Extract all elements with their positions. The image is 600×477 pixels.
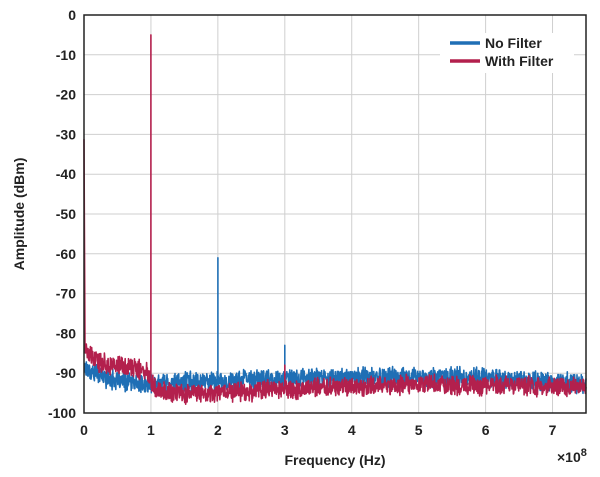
x-tick-label: 4 bbox=[348, 422, 356, 438]
y-tick-label: -50 bbox=[56, 206, 76, 222]
x-tick-label: 6 bbox=[482, 422, 490, 438]
y-tick-label: -90 bbox=[56, 365, 76, 381]
legend: No Filter With Filter bbox=[440, 33, 574, 73]
plot-frame bbox=[83, 14, 587, 414]
x-multiplier: ×108 bbox=[557, 447, 587, 465]
x-tick-label: 7 bbox=[549, 422, 557, 438]
series-with-filter-line bbox=[83, 34, 587, 405]
y-tick-label: 0 bbox=[68, 7, 76, 23]
y-tick-label: -60 bbox=[56, 246, 76, 262]
x-tick-label: 1 bbox=[147, 422, 155, 438]
legend-label-no-filter: No Filter bbox=[485, 35, 542, 51]
series-no-filter-line bbox=[83, 257, 587, 395]
y-tick-label: -70 bbox=[56, 286, 76, 302]
legend-background bbox=[440, 33, 574, 73]
x-tick-label: 2 bbox=[214, 422, 222, 438]
x-tick-label: 5 bbox=[415, 422, 423, 438]
y-tick-label: -10 bbox=[56, 47, 76, 63]
x-tick-label: 0 bbox=[80, 422, 88, 438]
legend-label-with-filter: With Filter bbox=[485, 53, 554, 69]
series-layer bbox=[83, 34, 587, 405]
y-tick-label: -40 bbox=[56, 166, 76, 182]
x-tick-label: 3 bbox=[281, 422, 289, 438]
y-tick-label: -30 bbox=[56, 126, 76, 142]
y-tick-labels: 0 -10 -20 -30 -40 -50 -60 -70 -80 -90 -100 bbox=[48, 7, 76, 421]
y-tick-label: -80 bbox=[56, 325, 76, 341]
y-tick-label: -100 bbox=[48, 405, 76, 421]
x-tick-labels: 0 1 2 3 4 5 6 7 bbox=[80, 422, 557, 438]
y-axis-label: Amplitude (dBm) bbox=[11, 158, 27, 271]
grid bbox=[84, 15, 586, 413]
x-multiplier-exponent: 8 bbox=[581, 447, 587, 459]
y-tick-label: -20 bbox=[56, 87, 76, 103]
x-multiplier-base: ×10 bbox=[557, 449, 581, 465]
x-axis-label: Frequency (Hz) bbox=[284, 452, 385, 468]
